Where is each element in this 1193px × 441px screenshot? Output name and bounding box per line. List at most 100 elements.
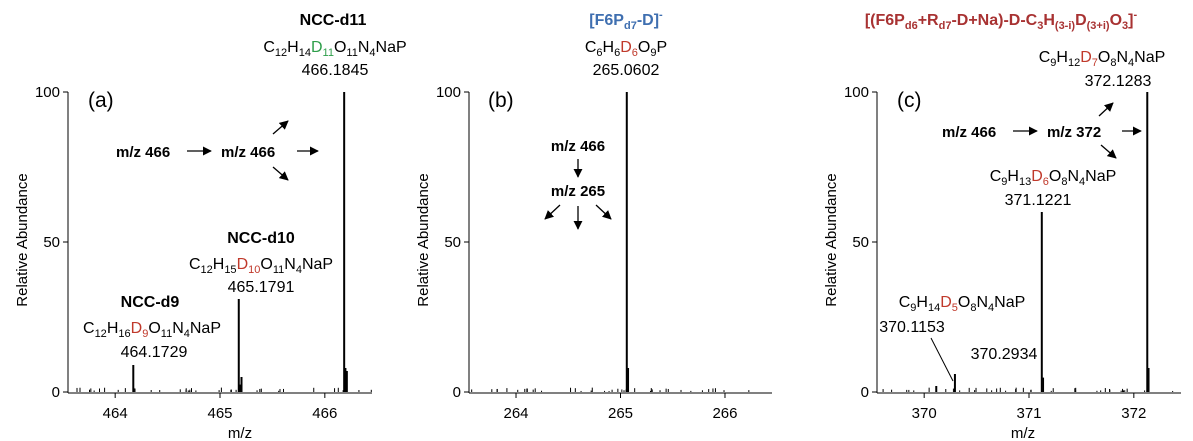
formula-sub: 6 xyxy=(632,47,638,59)
formula-part: O xyxy=(148,320,160,337)
formula-part: C xyxy=(83,320,95,337)
panel-b-label: (b) xyxy=(488,89,514,112)
ion-part: H xyxy=(1043,12,1055,29)
formula-sub: 12 xyxy=(1068,57,1080,69)
panel-c-arrow-up xyxy=(1098,102,1114,117)
panel-c-ticks: 0 50 100 370 371 372 xyxy=(844,84,1146,422)
panel-a-product: m/z 466 xyxy=(221,144,275,161)
panel-b-mz: 265.0602 xyxy=(593,62,660,79)
formula-sub: 13 xyxy=(1019,176,1031,188)
ion-part: O xyxy=(1110,12,1122,29)
formula-part: O xyxy=(1098,49,1110,66)
formula-sub: 9 xyxy=(650,47,656,59)
formula-part: H xyxy=(287,39,299,56)
y-tick-label: 50 xyxy=(444,234,461,251)
y-tick-label: 100 xyxy=(35,84,60,101)
formula-part: O xyxy=(1049,168,1061,185)
x-tick-label: 464 xyxy=(103,405,128,422)
formula-sub: 8 xyxy=(1110,57,1116,69)
panel-c-x-axis-label: m/z xyxy=(1011,425,1035,441)
ncc-d10-name: NCC-d10 xyxy=(227,230,295,247)
panel-c-y-axis-label: Relative Abundance xyxy=(823,173,840,306)
formula-part: N xyxy=(976,294,988,311)
formula-sub: 8 xyxy=(970,302,976,314)
formula-part: NaP xyxy=(190,320,221,337)
formula-sub: 9 xyxy=(142,328,148,340)
formula-sub: 9 xyxy=(1001,176,1007,188)
ion-sub: 3 xyxy=(1122,20,1128,32)
ion-sub: d6 xyxy=(905,20,918,32)
peak-372-mz: 372.1283 xyxy=(1085,73,1152,90)
y-tick-label: 50 xyxy=(852,234,869,251)
formula-sub: 7 xyxy=(1092,57,1098,69)
formula-sub: 4 xyxy=(1079,176,1085,188)
formula-part: C xyxy=(189,256,201,273)
panel-a-axes xyxy=(67,92,372,394)
x-tick-label: 465 xyxy=(207,405,232,422)
formula-part: NaP xyxy=(376,39,407,56)
panel-b-formula: C6H6D6O9P xyxy=(585,39,667,59)
formula-part: C xyxy=(263,39,275,56)
formula-sub: 14 xyxy=(299,47,311,59)
x-tick-label: 370 xyxy=(912,405,937,422)
formula-sub: 4 xyxy=(369,47,375,59)
formula-part: C xyxy=(585,39,597,56)
panel-a-arrow-up xyxy=(272,120,289,135)
peak-370-formula: C9H14D5O8N4NaP xyxy=(899,294,1026,314)
formula-part: H xyxy=(107,320,119,337)
peak-371-formula: C9H13D6O8N4NaP xyxy=(990,168,1117,188)
y-tick-label: 0 xyxy=(453,384,461,401)
formula-sub: 11 xyxy=(273,264,284,276)
panel-a-ticks: 0 50 100 464 465 466 xyxy=(35,84,337,422)
ion-part: ] xyxy=(1128,12,1133,29)
ion-sub: 3 xyxy=(1037,20,1043,32)
ion-sub: (3+i) xyxy=(1087,20,1110,32)
ncc-d9-formula: C12H16D9O11N4NaP xyxy=(83,320,221,340)
formula-sub: 9 xyxy=(910,302,916,314)
formula-deuterium: D xyxy=(1031,168,1043,185)
formula-part: NaP xyxy=(994,294,1025,311)
y-tick-label: 0 xyxy=(861,384,869,401)
formula-part: P xyxy=(656,39,667,56)
formula-sub: 10 xyxy=(248,264,260,276)
ncc-d10-mz: 465.1791 xyxy=(228,279,295,296)
ion-part: -D+Na)-D-C xyxy=(951,12,1037,29)
formula-part: O xyxy=(260,256,272,273)
y-tick-label: 0 xyxy=(52,384,60,401)
formula-deuterium: D xyxy=(940,294,952,311)
panel-a-peaks xyxy=(76,92,372,392)
formula-part: H xyxy=(213,256,225,273)
ncc-d10-formula: C12H15D10O11N4NaP xyxy=(189,256,333,276)
peak-370b-mz: 370.2934 xyxy=(971,346,1038,363)
formula-part: N xyxy=(358,39,370,56)
x-tick-label: 466 xyxy=(312,405,337,422)
panel-a: Relative Abundance m/z (a) 0 50 100 464 465 4… xyxy=(14,12,407,441)
ion-sup: - xyxy=(659,9,663,21)
peak-371-mz: 371.1221 xyxy=(1005,192,1072,209)
x-tick-label: 371 xyxy=(1016,405,1041,422)
formula-sub: 11 xyxy=(346,47,357,59)
formula-sub: 11 xyxy=(161,328,172,340)
formula-part: H xyxy=(1007,168,1019,185)
ion-part: +R xyxy=(918,12,939,29)
peak-370a-leader xyxy=(930,337,954,382)
formula-part: NaP xyxy=(1134,49,1165,66)
panel-c-product: m/z 372 xyxy=(1047,124,1101,141)
panel-b-product: m/z 265 xyxy=(551,183,605,200)
ncc-d11-mz: 466.1845 xyxy=(302,62,369,79)
formula-sub: 6 xyxy=(614,47,620,59)
x-tick-label: 265 xyxy=(608,405,633,422)
formula-sub: 4 xyxy=(1128,57,1134,69)
panel-b: Relative Abundance (b) 0 50 100 264 265 266 [… xyxy=(415,9,772,422)
formula-sub: 14 xyxy=(928,302,940,314)
formula-sub: 4 xyxy=(988,302,994,314)
panel-a-x-axis-label: m/z xyxy=(228,425,252,441)
y-tick-label: 100 xyxy=(436,84,461,101)
panel-b-precursor: m/z 466 xyxy=(551,138,605,155)
panel-b-arrow-right xyxy=(595,204,612,220)
formula-part: N xyxy=(284,256,296,273)
ion-sup: - xyxy=(1133,9,1137,21)
